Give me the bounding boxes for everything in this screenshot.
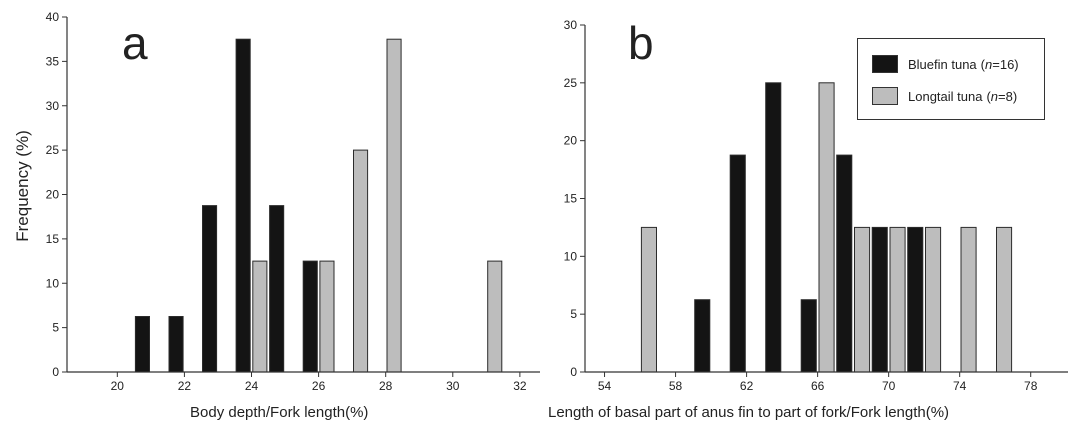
panel-b-x-tick-label-5: 74: [953, 379, 967, 393]
panel-b-bar-bluefin-2: [765, 82, 782, 373]
panel-b-x-tick-label-3: 66: [811, 379, 825, 393]
panel-a-x-tick-label-6: 32: [513, 379, 527, 393]
panel-a-bar-longtail-1: [319, 260, 335, 373]
panel-a-y-tick-label-6: 30: [46, 99, 60, 113]
panel-b-bar-longtail-4: [925, 226, 942, 373]
legend: Bluefin tuna (n =16) Longtail tuna (n =8): [857, 38, 1045, 120]
legend-n-symbol-bluefin: n: [985, 56, 993, 72]
panel-b-bar-bluefin-3: [800, 299, 817, 373]
panel-a-y-tick-label-3: 15: [46, 232, 60, 246]
panel-b-label: b: [628, 17, 654, 69]
panel-a-y-tick-label-2: 10: [46, 276, 60, 290]
legend-item-bluefin: Bluefin tuna (n =16): [872, 54, 1019, 74]
panel-b-bar-longtail-5: [960, 226, 977, 373]
panel-b-x-tick-label-6: 78: [1024, 379, 1038, 393]
legend-swatch-longtail: [872, 87, 898, 105]
panel-a-bar-longtail-3: [386, 38, 402, 373]
panel-a-bar-bluefin-1: [168, 316, 184, 373]
panel-a-x-tick-label-5: 30: [446, 379, 460, 393]
panel-a-y-tick-label-1: 5: [52, 321, 59, 335]
panel-a-x-tick-label-2: 24: [245, 379, 259, 393]
panel-a-x-tick-label-1: 22: [178, 379, 192, 393]
panel-a-bar-bluefin-0: [134, 316, 150, 373]
panel-a-bar-bluefin-2: [202, 205, 218, 373]
panel-a-y-tick-label-7: 35: [46, 54, 60, 68]
panel-b-x-tick-label-0: 54: [598, 379, 612, 393]
panel-a-x-tick-label-4: 28: [379, 379, 393, 393]
panel-a-bar-bluefin-4: [269, 205, 285, 373]
y-axis-title: Frequency (%): [13, 130, 32, 242]
legend-n-open-longtail: (: [986, 88, 991, 104]
legend-n-value-longtail: =8): [998, 88, 1018, 104]
panel-a-bar-longtail-0: [252, 260, 268, 373]
panel-a-bar-bluefin-5: [302, 260, 318, 373]
panel-b-bar-bluefin-4: [836, 154, 853, 373]
panel-a-y-tick-label-8: 40: [46, 10, 60, 24]
legend-item-longtail: Longtail tuna (n =8): [872, 86, 1017, 106]
panel-b-y-tick-label-4: 20: [564, 134, 578, 148]
panel-b-bar-bluefin-0: [694, 299, 711, 373]
legend-n-value-bluefin: =16): [992, 56, 1019, 72]
panel-b-y-tick-label-0: 0: [570, 365, 577, 379]
panel-b-x-axis-title: Length of basal part of anus fin to part…: [548, 404, 950, 421]
panel-b-bar-longtail-0: [640, 226, 658, 373]
panel-a-label: a: [122, 17, 148, 69]
panel-a-bar-longtail-2: [353, 149, 369, 373]
legend-label-longtail: Longtail tuna: [908, 88, 983, 104]
legend-label-bluefin: Bluefin tuna: [908, 56, 977, 72]
panel-a-x-axis-title: Body depth/Fork length(%): [190, 404, 369, 421]
panel-a-y-tick-label-5: 25: [46, 143, 60, 157]
panel-a-y-tick-label-4: 20: [46, 188, 60, 202]
panel-a-y-tick-label-0: 0: [52, 365, 59, 379]
panel-b-y-tick-label-5: 25: [564, 76, 578, 90]
panel-b-x-tick-label-4: 70: [882, 379, 896, 393]
panel-a-x-tick-label-3: 26: [312, 379, 326, 393]
panel-b-y-tick-label-2: 10: [564, 249, 578, 263]
panel-b-bar-longtail-2: [854, 226, 871, 373]
panel-b-x-tick-label-1: 58: [669, 379, 683, 393]
legend-swatch-bluefin: [872, 55, 898, 73]
panel-b-bar-bluefin-1: [729, 154, 746, 373]
panel-a-x-tick-label-0: 20: [111, 379, 125, 393]
panel-b-y-tick-label-3: 15: [564, 192, 578, 206]
legend-n-open-bluefin: (: [980, 56, 986, 72]
panel-b-x-tick-label-2: 62: [740, 379, 754, 393]
legend-n-symbol-longtail: n: [990, 88, 999, 104]
panel-b-bar-longtail-3: [889, 226, 906, 373]
panel-a-bar-longtail-4: [487, 260, 503, 373]
panel-b-bar-bluefin-6: [907, 226, 924, 373]
panel-b-y-tick-label-1: 5: [570, 307, 577, 321]
panel-b-bar-longtail-6: [996, 226, 1013, 373]
panel-b-bar-bluefin-5: [871, 226, 888, 373]
panel-b-y-tick-label-6: 30: [564, 18, 578, 32]
panel-b-bar-longtail-1: [818, 82, 835, 373]
panel-a-bar-bluefin-3: [235, 38, 251, 373]
